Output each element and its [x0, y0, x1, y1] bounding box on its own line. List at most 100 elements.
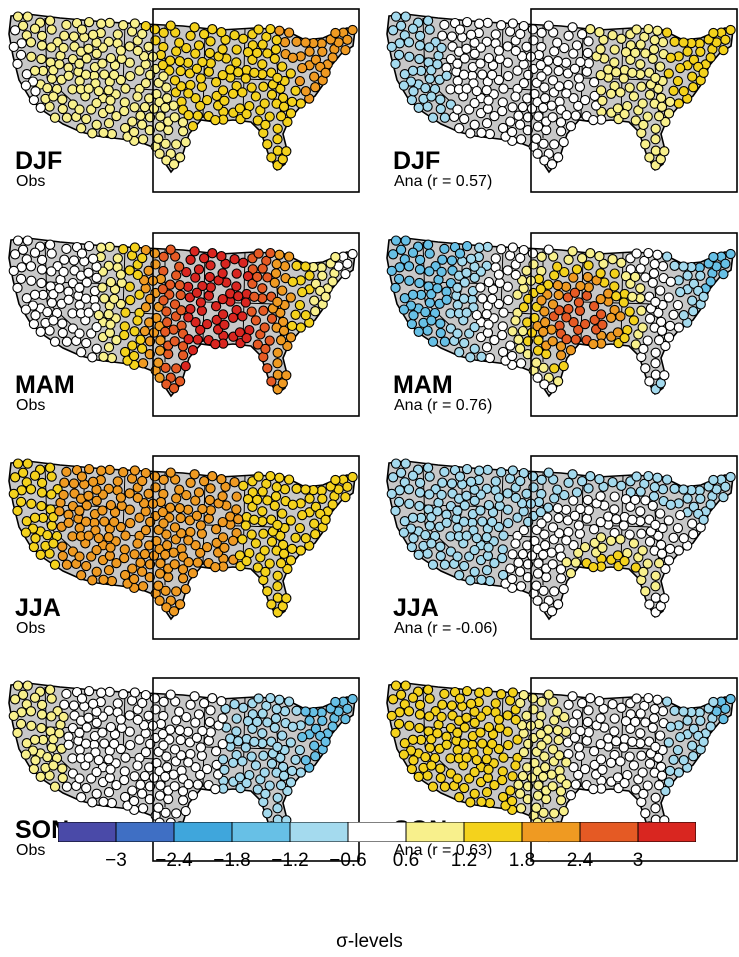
station-dot: [93, 85, 104, 97]
station-dot: [180, 136, 191, 148]
station-dot: [406, 318, 418, 330]
station-dot: [134, 512, 145, 523]
station-dot: [330, 27, 341, 39]
station-dot: [695, 270, 706, 281]
station-dot: [48, 512, 59, 523]
station-dot: [103, 85, 114, 96]
station-dot: [134, 65, 145, 76]
station-dot: [105, 319, 116, 330]
station-dot: [250, 315, 262, 326]
station-dot: [390, 680, 402, 691]
station-dot: [259, 767, 270, 778]
station-dot: [158, 27, 169, 38]
station-dot: [517, 101, 529, 113]
colorbar-tick-label: 2.4: [566, 850, 594, 871]
station-dot: [619, 332, 630, 344]
station-dot: [483, 319, 494, 330]
station-dot: [198, 253, 210, 264]
station-dot: [183, 779, 194, 790]
station-dot: [688, 751, 699, 762]
panel-subtitle: Ana (r = 0.57): [394, 173, 493, 190]
station-dot: [518, 59, 529, 70]
station-dot: [503, 294, 514, 306]
station-dot: [195, 100, 206, 112]
station-dot: [532, 372, 543, 383]
station-dot: [169, 522, 181, 533]
station-dot: [120, 530, 131, 541]
station-dot: [652, 472, 663, 483]
season-label: DJF: [15, 147, 63, 175]
station-dot: [46, 248, 57, 259]
station-dot: [180, 583, 191, 595]
station-dot: [132, 91, 143, 102]
station-dot: [465, 29, 477, 40]
station-dot: [272, 134, 283, 145]
station-dot: [135, 779, 146, 790]
station-dot: [216, 27, 227, 38]
station-dot: [559, 489, 570, 501]
station-dot: [22, 680, 33, 691]
station-dot: [272, 792, 283, 803]
station-dot: [262, 717, 273, 728]
station-dot: [406, 94, 418, 106]
station-dot: [640, 495, 651, 506]
station-dot: [461, 712, 472, 723]
station-dot: [190, 317, 201, 328]
station-dot: [105, 721, 117, 733]
station-dot: [630, 716, 641, 728]
station-dot: [483, 721, 495, 733]
station-dot: [535, 59, 546, 71]
map-panel-djf-ana: DJF Ana (r = 0.57): [383, 8, 739, 193]
station-dot: [568, 48, 579, 59]
station-dot: [257, 39, 268, 50]
station-dot: [637, 767, 648, 778]
station-dot: [36, 277, 47, 289]
station-dot: [283, 27, 295, 38]
station-dot: [124, 488, 135, 499]
station-dot: [672, 299, 684, 311]
station-dot: [204, 271, 215, 283]
station-dot: [562, 68, 574, 79]
station-dot: [538, 102, 549, 113]
station-dot: [247, 709, 258, 720]
station-dot: [607, 477, 618, 488]
station-dot: [20, 749, 32, 760]
station-dot: [347, 471, 358, 483]
station-dot: [536, 696, 547, 707]
station-dot: [129, 549, 140, 560]
station-dot: [169, 781, 180, 792]
station-dot: [720, 703, 731, 714]
station-dot: [649, 34, 660, 46]
station-dot: [36, 254, 48, 266]
station-dot: [407, 512, 419, 523]
station-dot: [486, 69, 498, 81]
station-dot: [139, 548, 151, 560]
station-dot: [452, 104, 463, 115]
station-dot: [560, 504, 572, 515]
station-dot: [105, 95, 116, 106]
station-dot: [459, 782, 470, 794]
station-dot: [439, 466, 450, 478]
station-dot: [393, 718, 405, 730]
station-dot: [471, 754, 482, 766]
station-dot: [57, 318, 68, 329]
station-dot: [127, 785, 138, 796]
station-dot: [515, 697, 526, 709]
station-dot: [611, 291, 622, 302]
station-dot: [656, 548, 668, 559]
station-dot: [83, 685, 95, 697]
station-dot: [132, 538, 143, 549]
station-dot: [404, 275, 415, 286]
station-dot: [559, 711, 570, 723]
station-dot: [158, 696, 169, 707]
station-dot: [539, 82, 550, 93]
station-dot: [81, 53, 92, 64]
station-dot: [347, 248, 358, 260]
station-dot: [636, 528, 647, 539]
station-dot: [575, 56, 586, 68]
station-dot: [317, 715, 328, 726]
station-dot: [459, 277, 470, 288]
station-dot: [155, 111, 166, 122]
station-dot: [543, 20, 554, 31]
station-dot: [135, 110, 146, 121]
